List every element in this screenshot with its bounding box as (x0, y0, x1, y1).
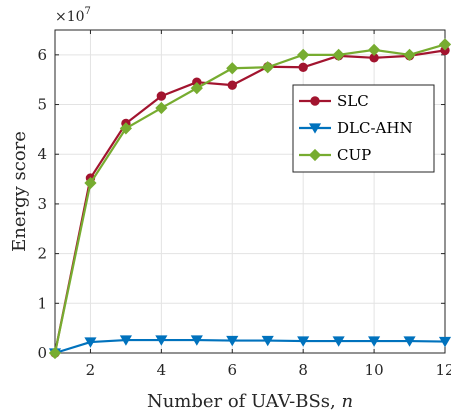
x-tick-label: 10 (365, 361, 384, 379)
x-tick-label: 4 (157, 361, 167, 379)
data-point-cup (261, 61, 274, 74)
x-tick-label: 6 (227, 361, 237, 379)
data-point-cup (367, 43, 381, 56)
data-point-cup (190, 82, 203, 95)
x-tick-label: 2 (86, 361, 96, 379)
y-tick-label: 2 (37, 245, 47, 263)
data-point-cup (332, 48, 345, 61)
data-point-dlc-ahn (226, 335, 239, 347)
legend-label: DLC-AHN (337, 119, 413, 137)
data-point-dlc-ahn (297, 336, 310, 347)
x-axis-label: Number of UAV-BSs, n (147, 391, 353, 412)
data-point-dlc-ahn (368, 336, 381, 347)
y-tick-label: 5 (37, 96, 47, 114)
y-tick-label: 0 (37, 344, 47, 362)
data-point-dlc-ahn (84, 337, 97, 348)
series-layer (48, 38, 451, 360)
data-point-dlc-ahn (155, 335, 168, 346)
y-tick-label: 4 (37, 145, 47, 163)
legend-item-slc: SLC (299, 92, 369, 110)
data-point-cup (403, 48, 416, 61)
data-point-cup (48, 346, 62, 360)
data-point-dlc-ahn (438, 336, 451, 348)
y-axis-label: Energy score (9, 131, 30, 252)
data-point-slc (227, 80, 237, 90)
legend-swatch-marker (308, 123, 322, 134)
data-point-dlc-ahn (190, 335, 203, 346)
data-point-cup (438, 38, 451, 51)
series-line-dlc-ahn (54, 338, 446, 355)
grid-lines (55, 30, 446, 354)
x-tick-label: 8 (298, 361, 308, 379)
y-tick-label: 6 (37, 46, 47, 64)
y-tick-label: 3 (37, 195, 47, 213)
y-axis-multiplier: ×107 (55, 6, 91, 25)
legend-item-dlc-ahn: DLC-AHN (299, 119, 413, 137)
series-cup (48, 38, 451, 360)
data-point-cup (226, 62, 239, 75)
data-point-cup (297, 48, 310, 61)
data-point-dlc-ahn (119, 335, 132, 346)
data-point-cup (84, 176, 97, 190)
data-point-slc (156, 91, 167, 101)
x-tick-label: 12 (435, 361, 451, 379)
legend-swatch-marker (310, 96, 320, 106)
plot-frame (54, 29, 446, 354)
data-point-dlc-ahn (332, 336, 345, 347)
legend-swatch-marker (308, 148, 322, 162)
data-point-dlc-ahn (403, 336, 416, 347)
series-dlc-ahn (48, 335, 451, 359)
series-line-slc (53, 49, 446, 354)
y-tick-label: 1 (37, 294, 47, 312)
legend-label: SLC (337, 92, 369, 110)
data-point-cup (119, 122, 133, 135)
legend: SLC DLC-AHN CUP (292, 84, 435, 173)
series-line-cup (53, 43, 446, 354)
legend-item-cup: CUP (299, 146, 371, 164)
data-point-cup (155, 101, 168, 115)
legend-label: CUP (337, 146, 371, 164)
data-point-slc (298, 62, 308, 72)
data-point-dlc-ahn (261, 335, 274, 347)
